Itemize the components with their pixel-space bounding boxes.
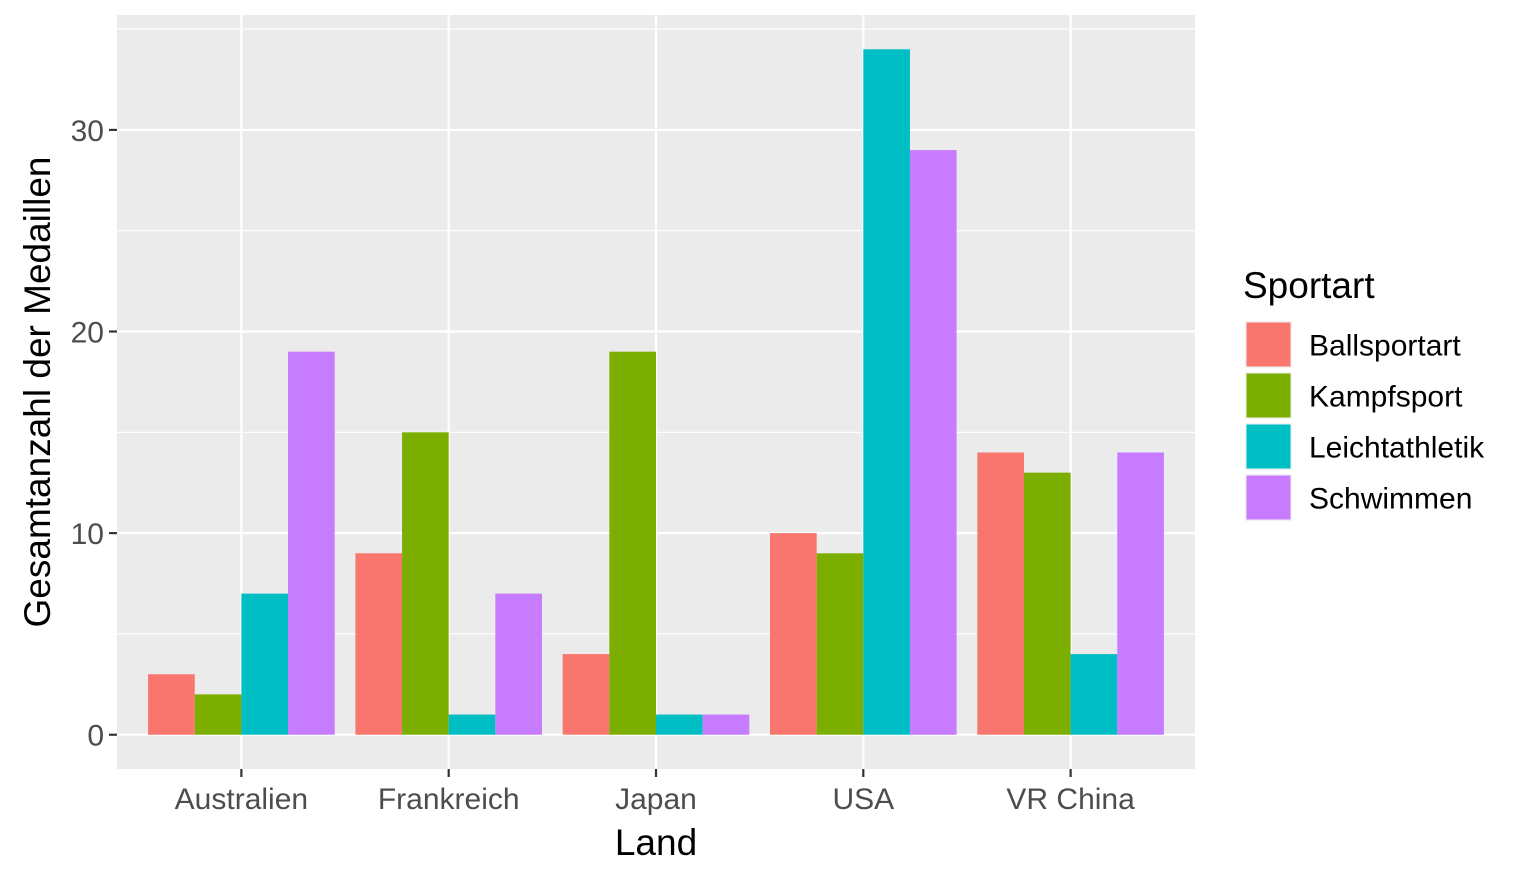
legend-label: Ballsportart bbox=[1309, 330, 1461, 363]
legend-swatch-leichtathletik bbox=[1246, 424, 1291, 469]
bar-schwimmen-australien bbox=[288, 351, 335, 735]
bar-kampfsport-frankreich bbox=[402, 432, 449, 735]
bars-group bbox=[148, 49, 1164, 735]
legend-swatch-ballsportart bbox=[1246, 322, 1291, 367]
x-tick-label: Japan bbox=[615, 783, 697, 816]
x-tick-label: USA bbox=[832, 783, 894, 816]
x-axis: Australien Frankreich Japan USA VR China bbox=[175, 769, 1135, 816]
bar-schwimmen-frankreich bbox=[495, 593, 542, 735]
y-tick-label: 10 bbox=[71, 518, 104, 551]
bar-leichtathletik-usa bbox=[863, 49, 910, 735]
legend-swatch-kampfsport bbox=[1246, 373, 1291, 418]
legend-items: Ballsportart Kampfsport Leichtathletik Schw… bbox=[1245, 321, 1485, 521]
y-tick-label: 30 bbox=[71, 115, 104, 148]
x-tick-label: Frankreich bbox=[378, 783, 520, 816]
x-tick-label: Australien bbox=[175, 783, 308, 816]
bar-schwimmen-japan bbox=[702, 714, 750, 735]
legend-swatch-schwimmen bbox=[1246, 475, 1291, 520]
y-axis-title: Gesamtanzahl der Medaillen bbox=[17, 157, 58, 628]
bar-ballsportart-frankreich bbox=[355, 553, 403, 735]
y-tick-label: 0 bbox=[87, 720, 104, 753]
bar-kampfsport-japan bbox=[609, 351, 656, 735]
legend-label: Kampfsport bbox=[1309, 381, 1463, 414]
bar-kampfsport-australien bbox=[194, 694, 242, 735]
bar-ballsportart-australien bbox=[148, 674, 195, 735]
bar-kampfsport-vr-china bbox=[1023, 472, 1071, 735]
x-axis-title: Land bbox=[615, 822, 697, 863]
bar-leichtathletik-frankreich bbox=[448, 714, 496, 735]
bar-leichtathletik-japan bbox=[656, 714, 703, 735]
y-tick-label: 20 bbox=[71, 317, 104, 350]
bar-leichtathletik-australien bbox=[241, 593, 289, 735]
bar-schwimmen-vr-china bbox=[1117, 452, 1164, 735]
legend-label: Schwimmen bbox=[1309, 483, 1472, 516]
bar-schwimmen-usa bbox=[909, 150, 957, 735]
bar-ballsportart-vr-china bbox=[977, 452, 1024, 735]
bar-ballsportart-japan bbox=[562, 654, 610, 735]
bar-ballsportart-usa bbox=[770, 533, 817, 735]
y-axis: 0 10 20 30 bbox=[71, 115, 117, 753]
legend-label: Leichtathletik bbox=[1309, 432, 1485, 465]
bar-leichtathletik-vr-china bbox=[1070, 654, 1118, 735]
legend: Sportart Ballsportart Kampfsport Leichtath… bbox=[1243, 265, 1485, 521]
legend-title: Sportart bbox=[1243, 265, 1375, 306]
x-tick-label: VR China bbox=[1006, 783, 1135, 816]
bar-kampfsport-usa bbox=[816, 553, 864, 735]
